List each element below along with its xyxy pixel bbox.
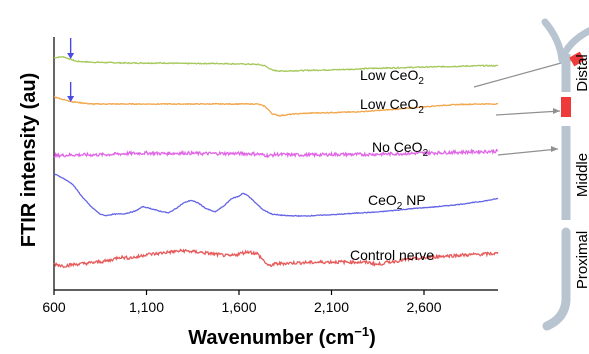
series-label: No CeO2 bbox=[372, 139, 429, 159]
nerve-diagram: Distal Middle Proximal bbox=[541, 18, 589, 331]
pointer-line-middle bbox=[497, 148, 559, 156]
series-line bbox=[53, 96, 498, 117]
series-line bbox=[53, 55, 499, 73]
nerve-trunk-proximal bbox=[542, 227, 571, 331]
x-tick-label: 2,100 bbox=[314, 299, 349, 315]
x-axis-title: Wavenumber (cm−1) bbox=[188, 324, 375, 349]
x-axis-ticks: 600 1,100 1,600 2,100 2,600 bbox=[42, 290, 442, 315]
series-label-base: Low CeO bbox=[360, 67, 418, 83]
series-label-base: Low CeO bbox=[360, 96, 418, 112]
series-layer bbox=[53, 55, 499, 269]
series-label-subscript: 2 bbox=[397, 201, 403, 212]
nerve-label-middle: Middle bbox=[574, 153, 589, 197]
arrow-marker-head bbox=[67, 53, 75, 59]
x-axis-title-close: ) bbox=[369, 327, 376, 349]
pointer-lines bbox=[473, 59, 573, 156]
series-label: Low CeO2 bbox=[360, 67, 424, 87]
x-tick-label: 600 bbox=[42, 299, 66, 315]
series-label-subscript: 2 bbox=[418, 76, 424, 87]
series-label: Control nerve bbox=[350, 247, 434, 263]
series-label: Low CeO2 bbox=[360, 96, 424, 116]
series-label: CeO2 NP bbox=[368, 192, 426, 212]
pointer-arrowhead-middle bbox=[551, 146, 558, 152]
nerve-label-distal: Distal bbox=[574, 54, 589, 92]
series-label-base: CeO bbox=[368, 192, 397, 208]
series-label-subscript: 2 bbox=[418, 105, 424, 116]
nerve-marker-mid-distal bbox=[561, 97, 571, 117]
nerve-label-proximal: Proximal bbox=[574, 231, 589, 289]
nerve-marker-distal bbox=[569, 51, 585, 67]
series-label-base: No CeO bbox=[372, 139, 423, 155]
series-label-base: Control nerve bbox=[350, 247, 434, 263]
arrow-markers bbox=[67, 38, 75, 102]
arrow-marker-head bbox=[67, 96, 75, 102]
pointer-arrowhead-mid-distal bbox=[553, 108, 560, 114]
x-tick-label: 1,600 bbox=[221, 299, 256, 315]
y-axis-title: FTIR intensity (au) bbox=[18, 73, 40, 247]
x-axis-title-base: Wavenumber (cm bbox=[188, 327, 354, 349]
pointer-line-distal bbox=[473, 59, 573, 88]
nerve-branch-left bbox=[541, 18, 566, 64]
series-line bbox=[53, 148, 499, 159]
series-label-subscript: 2 bbox=[423, 148, 429, 159]
series-line bbox=[53, 248, 499, 269]
x-tick-label: 1,100 bbox=[129, 299, 164, 315]
x-tick-label: 2,600 bbox=[406, 299, 441, 315]
series-label-suffix: NP bbox=[402, 192, 425, 208]
pointer-line-mid-distal bbox=[495, 110, 561, 116]
x-axis-title-sup: −1 bbox=[354, 324, 369, 339]
series-line bbox=[53, 173, 499, 218]
